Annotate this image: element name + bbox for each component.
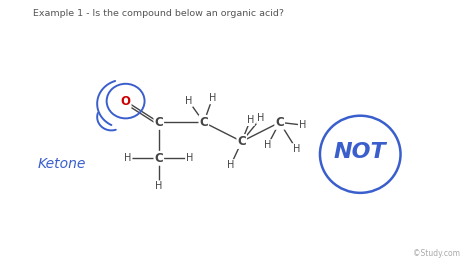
Text: H: H	[257, 113, 264, 123]
Text: H: H	[246, 115, 254, 125]
Text: O: O	[120, 95, 131, 107]
Text: H: H	[185, 96, 192, 106]
Text: H: H	[209, 93, 216, 103]
Text: H: H	[292, 144, 300, 154]
Text: ©Study.com: ©Study.com	[413, 249, 460, 258]
Text: H: H	[227, 160, 235, 170]
Text: H: H	[264, 140, 272, 150]
Text: Example 1 - Is the compound below an organic acid?: Example 1 - Is the compound below an org…	[33, 9, 284, 18]
Text: H: H	[124, 153, 132, 163]
Text: H: H	[155, 181, 163, 191]
Text: C: C	[200, 116, 208, 129]
Text: C: C	[237, 135, 246, 148]
Text: C: C	[155, 152, 163, 165]
Text: C: C	[155, 116, 163, 129]
Text: Ketone: Ketone	[38, 157, 86, 171]
Text: NOT: NOT	[334, 142, 387, 162]
Text: C: C	[275, 116, 284, 129]
Text: H: H	[299, 120, 306, 130]
Text: H: H	[186, 153, 193, 163]
